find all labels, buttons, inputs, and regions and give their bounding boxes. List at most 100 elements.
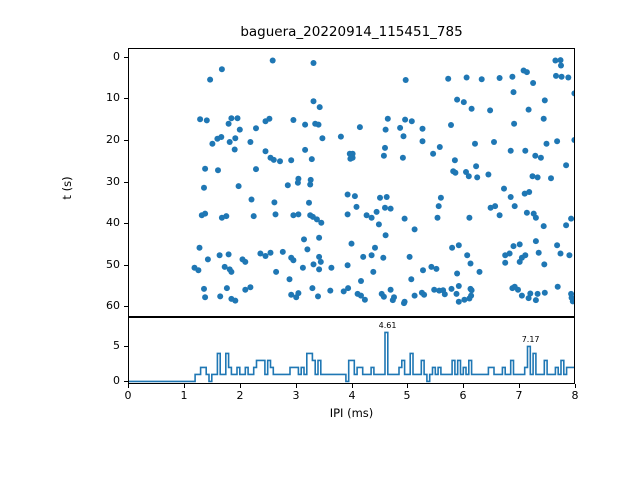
scatter-point [318, 219, 325, 226]
scatter-point [558, 73, 565, 80]
scatter-point [363, 212, 370, 219]
scatter-point [492, 203, 499, 210]
scatter-point [216, 252, 223, 259]
scatter-point [372, 244, 378, 251]
scatter-point [437, 194, 444, 201]
scatter-point [554, 283, 561, 290]
scatter-point [279, 248, 286, 255]
y-tick-label: 60 [106, 299, 120, 312]
scatter-point [566, 252, 573, 259]
scatter-point [448, 285, 455, 292]
scatter-point [290, 117, 297, 123]
scatter-point [448, 122, 454, 128]
scatter-point [522, 252, 529, 259]
scatter-point [234, 115, 241, 122]
scatter-point [301, 236, 307, 243]
scatter-point [307, 176, 314, 183]
x-tick-label: 6 [459, 389, 467, 402]
scatter-point [511, 203, 518, 210]
scatter-point [408, 118, 415, 125]
scatter-point [353, 203, 360, 210]
scatter-point [294, 179, 301, 186]
scatter-series [191, 57, 575, 307]
scatter-point [262, 148, 269, 155]
scatter-point [460, 99, 467, 106]
scatter-point [454, 96, 461, 103]
scatter-point [451, 157, 458, 164]
x-tick-label: 8 [571, 389, 579, 402]
scatter-point [468, 105, 475, 112]
histogram-line [128, 331, 575, 383]
scatter-point [202, 210, 209, 217]
scatter-point [286, 276, 293, 283]
scatter-point [507, 147, 514, 154]
y-tick-label: 50 [106, 258, 120, 271]
scatter-point [557, 57, 564, 64]
scatter-point [430, 150, 437, 157]
scatter-point [368, 214, 375, 221]
scatter-point [491, 139, 497, 145]
scatter-point [530, 80, 537, 86]
scatter-point [418, 289, 425, 296]
scatter-point [308, 156, 315, 163]
scatter-point [532, 152, 539, 159]
scatter-point [360, 253, 367, 260]
scatter-point [316, 253, 323, 260]
scatter-point [496, 75, 503, 81]
x-tick-label: 2 [236, 389, 244, 402]
scatter-point [387, 205, 394, 212]
scatter-point [217, 293, 224, 300]
scatter-point [309, 285, 316, 292]
scatter-point [487, 204, 494, 211]
scatter-point [319, 135, 326, 142]
chart-title: baguera_20220914_115451_785 [240, 24, 463, 40]
scatter-point [253, 125, 259, 132]
scatter-point [223, 285, 230, 292]
scatter-point [455, 298, 462, 305]
scatter-point [525, 106, 532, 113]
scatter-point [523, 209, 530, 216]
scatter-point [197, 116, 204, 123]
scatter-point [310, 98, 317, 105]
scatter-point [272, 211, 279, 218]
scatter-point [465, 173, 472, 180]
y-tick-label: 30 [106, 175, 120, 188]
scatter-point [436, 144, 443, 150]
scatter-point [435, 203, 442, 210]
scatter-point [232, 297, 239, 304]
y-tick-label: 20 [106, 133, 120, 146]
scatter-point [201, 285, 207, 292]
scatter-point [473, 163, 480, 170]
scatter-point [203, 117, 210, 124]
scatter-point [502, 259, 509, 266]
scatter-point [307, 181, 314, 188]
y-tick-label: 10 [106, 91, 120, 104]
scatter-point [266, 115, 273, 122]
scatter-point [532, 238, 539, 245]
scatter-point [455, 242, 462, 249]
x-tick-label: 5 [403, 389, 411, 402]
scatter-point [361, 296, 368, 303]
scatter-point [510, 243, 517, 250]
scatter-point [382, 232, 389, 239]
scatter-point [226, 139, 233, 145]
scatter-point [554, 242, 561, 249]
scatter-point [543, 140, 550, 147]
scatter-point [507, 194, 514, 200]
scatter-point [541, 97, 548, 104]
scatter-point [380, 293, 387, 300]
scatter-point [558, 62, 564, 69]
scatter-point [565, 74, 572, 81]
scatter-point [247, 139, 254, 145]
x-tick-label: 0 [124, 389, 132, 402]
scatter-point [387, 286, 394, 293]
scatter-point [235, 183, 242, 190]
scatter-point [501, 185, 507, 192]
scatter-point [496, 212, 503, 219]
scatter-point [452, 169, 459, 176]
scatter-point [541, 289, 548, 296]
scatter-point [487, 107, 494, 114]
scatter-point [476, 268, 483, 275]
